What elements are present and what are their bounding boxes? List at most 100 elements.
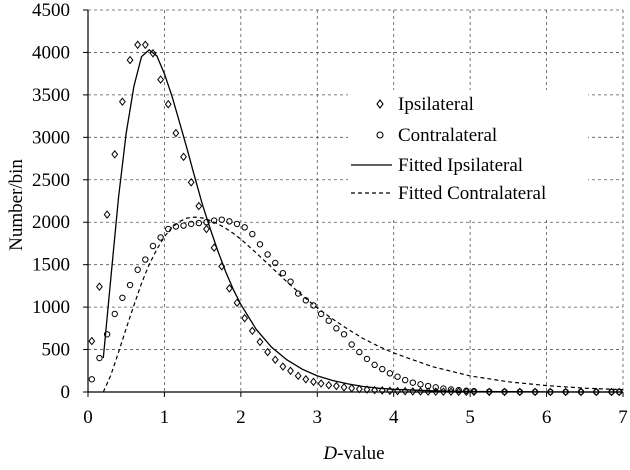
data-point-contralateral [157, 234, 164, 241]
x-tick-label: 4 [389, 407, 399, 428]
y-tick-label: 3000 [32, 127, 70, 148]
data-point-ipsilateral [256, 337, 264, 347]
x-tick-label: 5 [465, 407, 475, 428]
data-point-ipsilateral [88, 336, 96, 346]
x-tick-labels: 0 1 2 3 4 5 6 7 [83, 407, 628, 428]
data-point-contralateral [119, 294, 126, 301]
data-point-ipsilateral [546, 387, 554, 397]
data-point-ipsilateral [340, 383, 348, 392]
y-axis-label: Number/bin [6, 159, 27, 251]
data-point-ipsilateral [470, 387, 478, 397]
data-point-contralateral [463, 387, 470, 394]
data-point-contralateral [333, 325, 340, 332]
data-point-contralateral [401, 376, 409, 384]
data-point-contralateral [363, 355, 371, 363]
series-line-fitted-ipsilateral [102, 49, 623, 393]
data-point-contralateral [233, 220, 241, 228]
data-point-contralateral [272, 259, 279, 267]
y-tick-label: 1000 [32, 297, 70, 318]
data-point-ipsilateral [103, 210, 111, 219]
data-point-ipsilateral [394, 386, 401, 396]
data-point-ipsilateral [355, 384, 363, 394]
data-point-contralateral [379, 365, 386, 373]
data-point-ipsilateral [271, 355, 279, 365]
data-point-contralateral [249, 230, 256, 238]
x-tick-label: 3 [313, 407, 323, 428]
data-point-contralateral [386, 370, 394, 377]
data-point-ipsilateral [302, 374, 310, 384]
data-point-contralateral [447, 386, 455, 393]
data-point-contralateral [279, 269, 287, 277]
data-point-contralateral [134, 266, 141, 273]
y-tick-label: 3500 [32, 85, 70, 106]
data-point-ipsilateral [172, 128, 180, 138]
data-point-contralateral [96, 354, 103, 362]
legend-label-ipsilateral: Ipsilateral [398, 94, 474, 115]
data-point-ipsilateral [577, 387, 585, 397]
y-tick-label: 4500 [32, 0, 70, 21]
data-point-ipsilateral [134, 40, 142, 50]
x-tick-label: 0 [83, 407, 93, 428]
y-tick-label: 1500 [32, 255, 70, 276]
data-point-contralateral [187, 220, 195, 228]
data-point-ipsilateral [371, 385, 379, 395]
data-point-contralateral [103, 331, 111, 338]
legend-label-contralateral: Contralateral [398, 125, 497, 146]
legend: Ipsilateral Contralateral Fitted Ipsilat… [348, 90, 588, 218]
data-point-contralateral [264, 251, 271, 258]
data-point-ipsilateral [141, 40, 149, 50]
data-point-contralateral [241, 224, 248, 231]
data-point-ipsilateral [325, 380, 333, 390]
data-point-ipsilateral [485, 387, 493, 397]
data-point-ipsilateral [516, 387, 524, 397]
y-tick-label: 0 [61, 382, 71, 403]
data-point-ipsilateral [126, 55, 134, 65]
y-tick-label: 2500 [32, 170, 70, 191]
data-point-contralateral [218, 216, 225, 223]
legend-label-fitted-contralateral: Fitted Contralateral [398, 183, 546, 204]
data-point-ipsilateral [501, 387, 508, 397]
data-point-contralateral [126, 281, 134, 289]
data-point-ipsilateral [203, 224, 210, 234]
data-point-ipsilateral [264, 347, 272, 357]
x-axis-label: D-value [322, 443, 384, 464]
data-point-ipsilateral [462, 387, 470, 397]
data-point-contralateral [417, 381, 424, 388]
data-point-contralateral [195, 219, 203, 227]
data-point-ipsilateral [164, 99, 172, 109]
data-point-ipsilateral [225, 284, 233, 293]
data-point-contralateral [455, 386, 462, 394]
data-point-contralateral [371, 361, 378, 369]
x-tick-label: 1 [160, 407, 170, 428]
data-point-ipsilateral [294, 371, 302, 381]
data-point-ipsilateral [96, 282, 103, 292]
data-point-contralateral [340, 331, 348, 338]
data-point-contralateral [149, 242, 157, 250]
data-point-ipsilateral [195, 201, 203, 211]
data-point-contralateral [325, 317, 332, 324]
y-tick-labels: 0 500 1000 1500 2000 2500 3000 3500 4000 4500 [32, 0, 70, 403]
data-point-ipsilateral [332, 381, 340, 391]
data-point-ipsilateral [187, 178, 195, 187]
data-point-ipsilateral [287, 366, 294, 376]
data-point-ipsilateral [401, 386, 409, 396]
data-point-ipsilateral [562, 387, 570, 397]
data-point-ipsilateral [592, 387, 600, 397]
data-point-contralateral [409, 379, 417, 386]
data-point-ipsilateral [248, 326, 256, 336]
legend-marker-contralateral [376, 131, 384, 139]
data-point-ipsilateral [378, 386, 386, 395]
data-series [88, 40, 624, 397]
data-point-ipsilateral [363, 385, 371, 394]
data-point-ipsilateral [608, 387, 615, 397]
data-point-contralateral [348, 341, 355, 348]
data-point-contralateral [310, 302, 317, 309]
data-point-ipsilateral [310, 377, 317, 387]
x-axis-label-variable: D [322, 443, 337, 464]
x-tick-label: 6 [542, 407, 552, 428]
data-point-contralateral [88, 376, 96, 383]
data-point-contralateral [180, 222, 187, 229]
data-point-contralateral [226, 218, 233, 225]
